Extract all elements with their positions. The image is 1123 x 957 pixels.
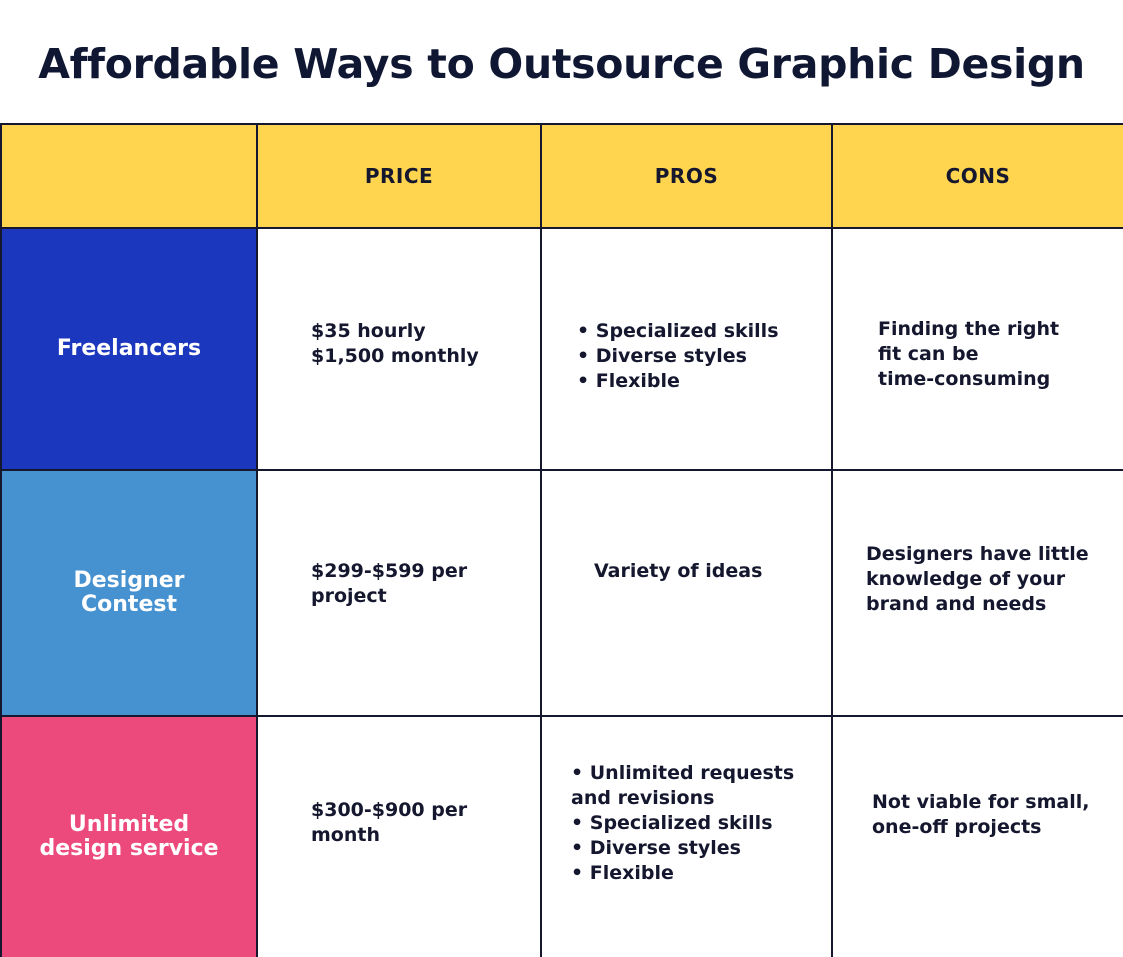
cons-line: Finding the right	[878, 318, 1060, 340]
cons-line: Designers have little	[866, 543, 1089, 565]
pros-line: • Diverse styles	[571, 837, 741, 859]
header-blank-cell	[2, 125, 258, 229]
price-cell-freelancers: $35 hourly $1,500 monthly	[258, 229, 542, 471]
pros-line: and revisions	[571, 787, 715, 809]
row-label-freelancers: Freelancers	[2, 229, 258, 471]
pros-line: • Flexible	[571, 862, 674, 884]
cons-line: brand and needs	[866, 593, 1047, 615]
pros-line: • Specialized skills	[571, 812, 773, 834]
row-label-unlimited-design-service: Unlimited design service	[2, 717, 258, 957]
cons-cell-designer-contest: Designers have little knowledge of your …	[833, 471, 1123, 717]
cons-cell-freelancers: Finding the right fit can be time-consum…	[833, 229, 1123, 471]
price-line: $300-$900 per	[311, 799, 468, 821]
header-price: PRICE	[258, 125, 542, 229]
price-line: project	[311, 585, 387, 607]
pros-cell-freelancers: • Specialized skills • Diverse styles • …	[542, 229, 833, 471]
cons-line: one-off projects	[872, 816, 1042, 838]
row-label-line: Contest	[81, 592, 177, 617]
price-line: month	[311, 824, 380, 846]
row-label-designer-contest: Designer Contest	[2, 471, 258, 717]
row-label-line: Designer	[73, 568, 185, 593]
row-label-line: Freelancers	[56, 336, 202, 361]
cons-line: time-consuming	[878, 368, 1051, 390]
header-pros: PROS	[542, 125, 833, 229]
price-line: $1,500 monthly	[311, 345, 479, 367]
pros-line: Variety of ideas	[594, 560, 763, 582]
pros-line: • Flexible	[577, 370, 680, 392]
pros-cell-unlimited-design-service: • Unlimited requests and revisions • Spe…	[542, 717, 833, 957]
price-line: $35 hourly	[311, 320, 426, 342]
row-label-line: Unlimited	[68, 812, 190, 837]
cons-line: knowledge of your	[866, 568, 1066, 590]
pros-line: • Diverse styles	[577, 345, 747, 367]
cons-cell-unlimited-design-service: Not viable for small, one-off projects	[833, 717, 1123, 957]
cons-line: fit can be	[878, 343, 979, 365]
row-label-line: design service	[39, 836, 219, 861]
comparison-table: PRICE PROS CONS Freelancers $35 hourly $…	[0, 123, 1123, 957]
pros-line: • Specialized skills	[577, 320, 779, 342]
cons-line: Not viable for small,	[872, 791, 1090, 813]
pros-line: • Unlimited requests	[571, 762, 795, 784]
price-cell-designer-contest: $299-$599 per project	[258, 471, 542, 717]
page-title: Affordable Ways to Outsource Graphic Des…	[38, 40, 1085, 88]
header-cons: CONS	[833, 125, 1123, 229]
price-line: $299-$599 per	[311, 560, 468, 582]
price-cell-unlimited-design-service: $300-$900 per month	[258, 717, 542, 957]
pros-cell-designer-contest: Variety of ideas	[542, 471, 833, 717]
